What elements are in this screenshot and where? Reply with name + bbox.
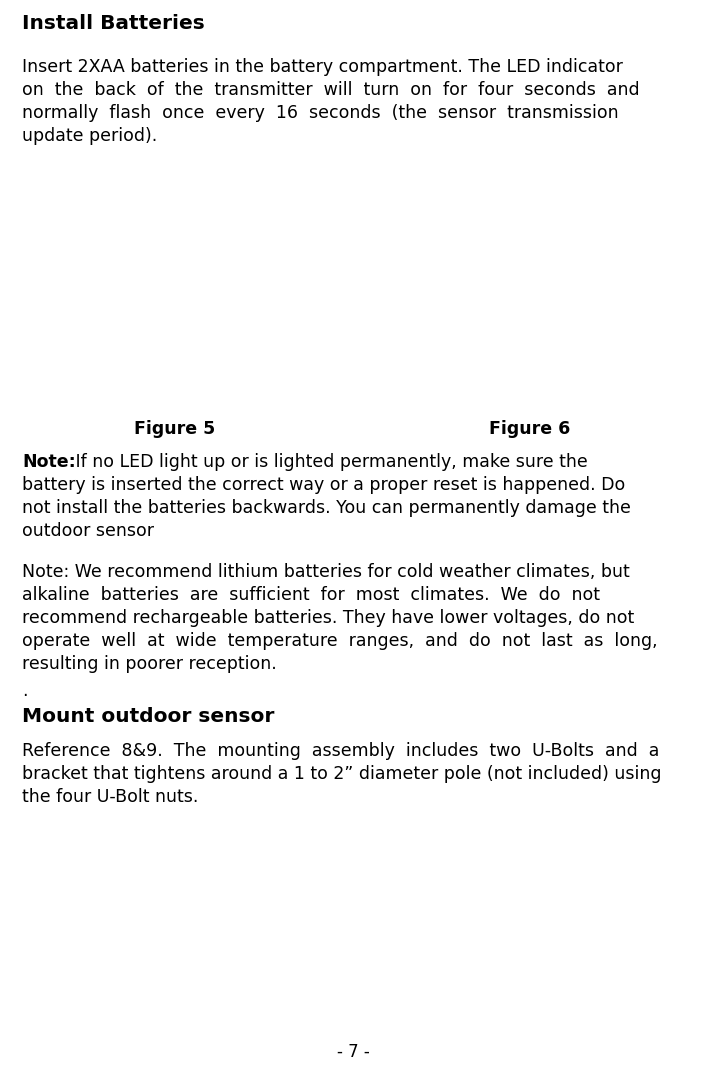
Text: outdoor sensor: outdoor sensor (22, 522, 154, 540)
Text: If no LED light up or is lighted permanently, make sure the: If no LED light up or is lighted permane… (70, 453, 588, 471)
Text: alkaline  batteries  are  sufficient  for  most  climates.  We  do  not: alkaline batteries are sufficient for mo… (22, 586, 600, 604)
Text: operate  well  at  wide  temperature  ranges,  and  do  not  last  as  long,: operate well at wide temperature ranges,… (22, 632, 657, 650)
Text: Note: We recommend lithium batteries for cold weather climates, but: Note: We recommend lithium batteries for… (22, 563, 630, 580)
Text: Figure 6: Figure 6 (489, 421, 570, 438)
Text: Note:: Note: (22, 453, 76, 471)
Text: not install the batteries backwards. You can permanently damage the: not install the batteries backwards. You… (22, 499, 631, 517)
Text: Mount outdoor sensor: Mount outdoor sensor (22, 707, 275, 726)
Text: on  the  back  of  the  transmitter  will  turn  on  for  four  seconds  and: on the back of the transmitter will turn… (22, 81, 640, 99)
Text: - 7 -: - 7 - (337, 1043, 369, 1060)
Text: Insert 2XAA batteries in the battery compartment. The LED indicator: Insert 2XAA batteries in the battery com… (22, 58, 623, 76)
Text: update period).: update period). (22, 126, 157, 145)
Text: battery is inserted the correct way or a proper reset is happened. Do: battery is inserted the correct way or a… (22, 476, 626, 494)
Text: Reference  8&9.  The  mounting  assembly  includes  two  U-Bolts  and  a: Reference 8&9. The mounting assembly inc… (22, 742, 659, 760)
Bar (358, 158, 701, 408)
Text: Figure 5: Figure 5 (134, 421, 215, 438)
Text: recommend rechargeable batteries. They have lower voltages, do not: recommend rechargeable batteries. They h… (22, 609, 634, 627)
Text: normally  flash  once  every  16  seconds  (the  sensor  transmission: normally flash once every 16 seconds (th… (22, 104, 618, 122)
Text: Install Batteries: Install Batteries (22, 14, 205, 34)
Bar (5, 158, 348, 408)
Text: the four U-Bolt nuts.: the four U-Bolt nuts. (22, 788, 198, 806)
Text: bracket that tightens around a 1 to 2” diameter pole (not included) using: bracket that tightens around a 1 to 2” d… (22, 765, 662, 783)
Text: resulting in poorer reception.: resulting in poorer reception. (22, 655, 277, 673)
Text: .: . (22, 682, 28, 700)
